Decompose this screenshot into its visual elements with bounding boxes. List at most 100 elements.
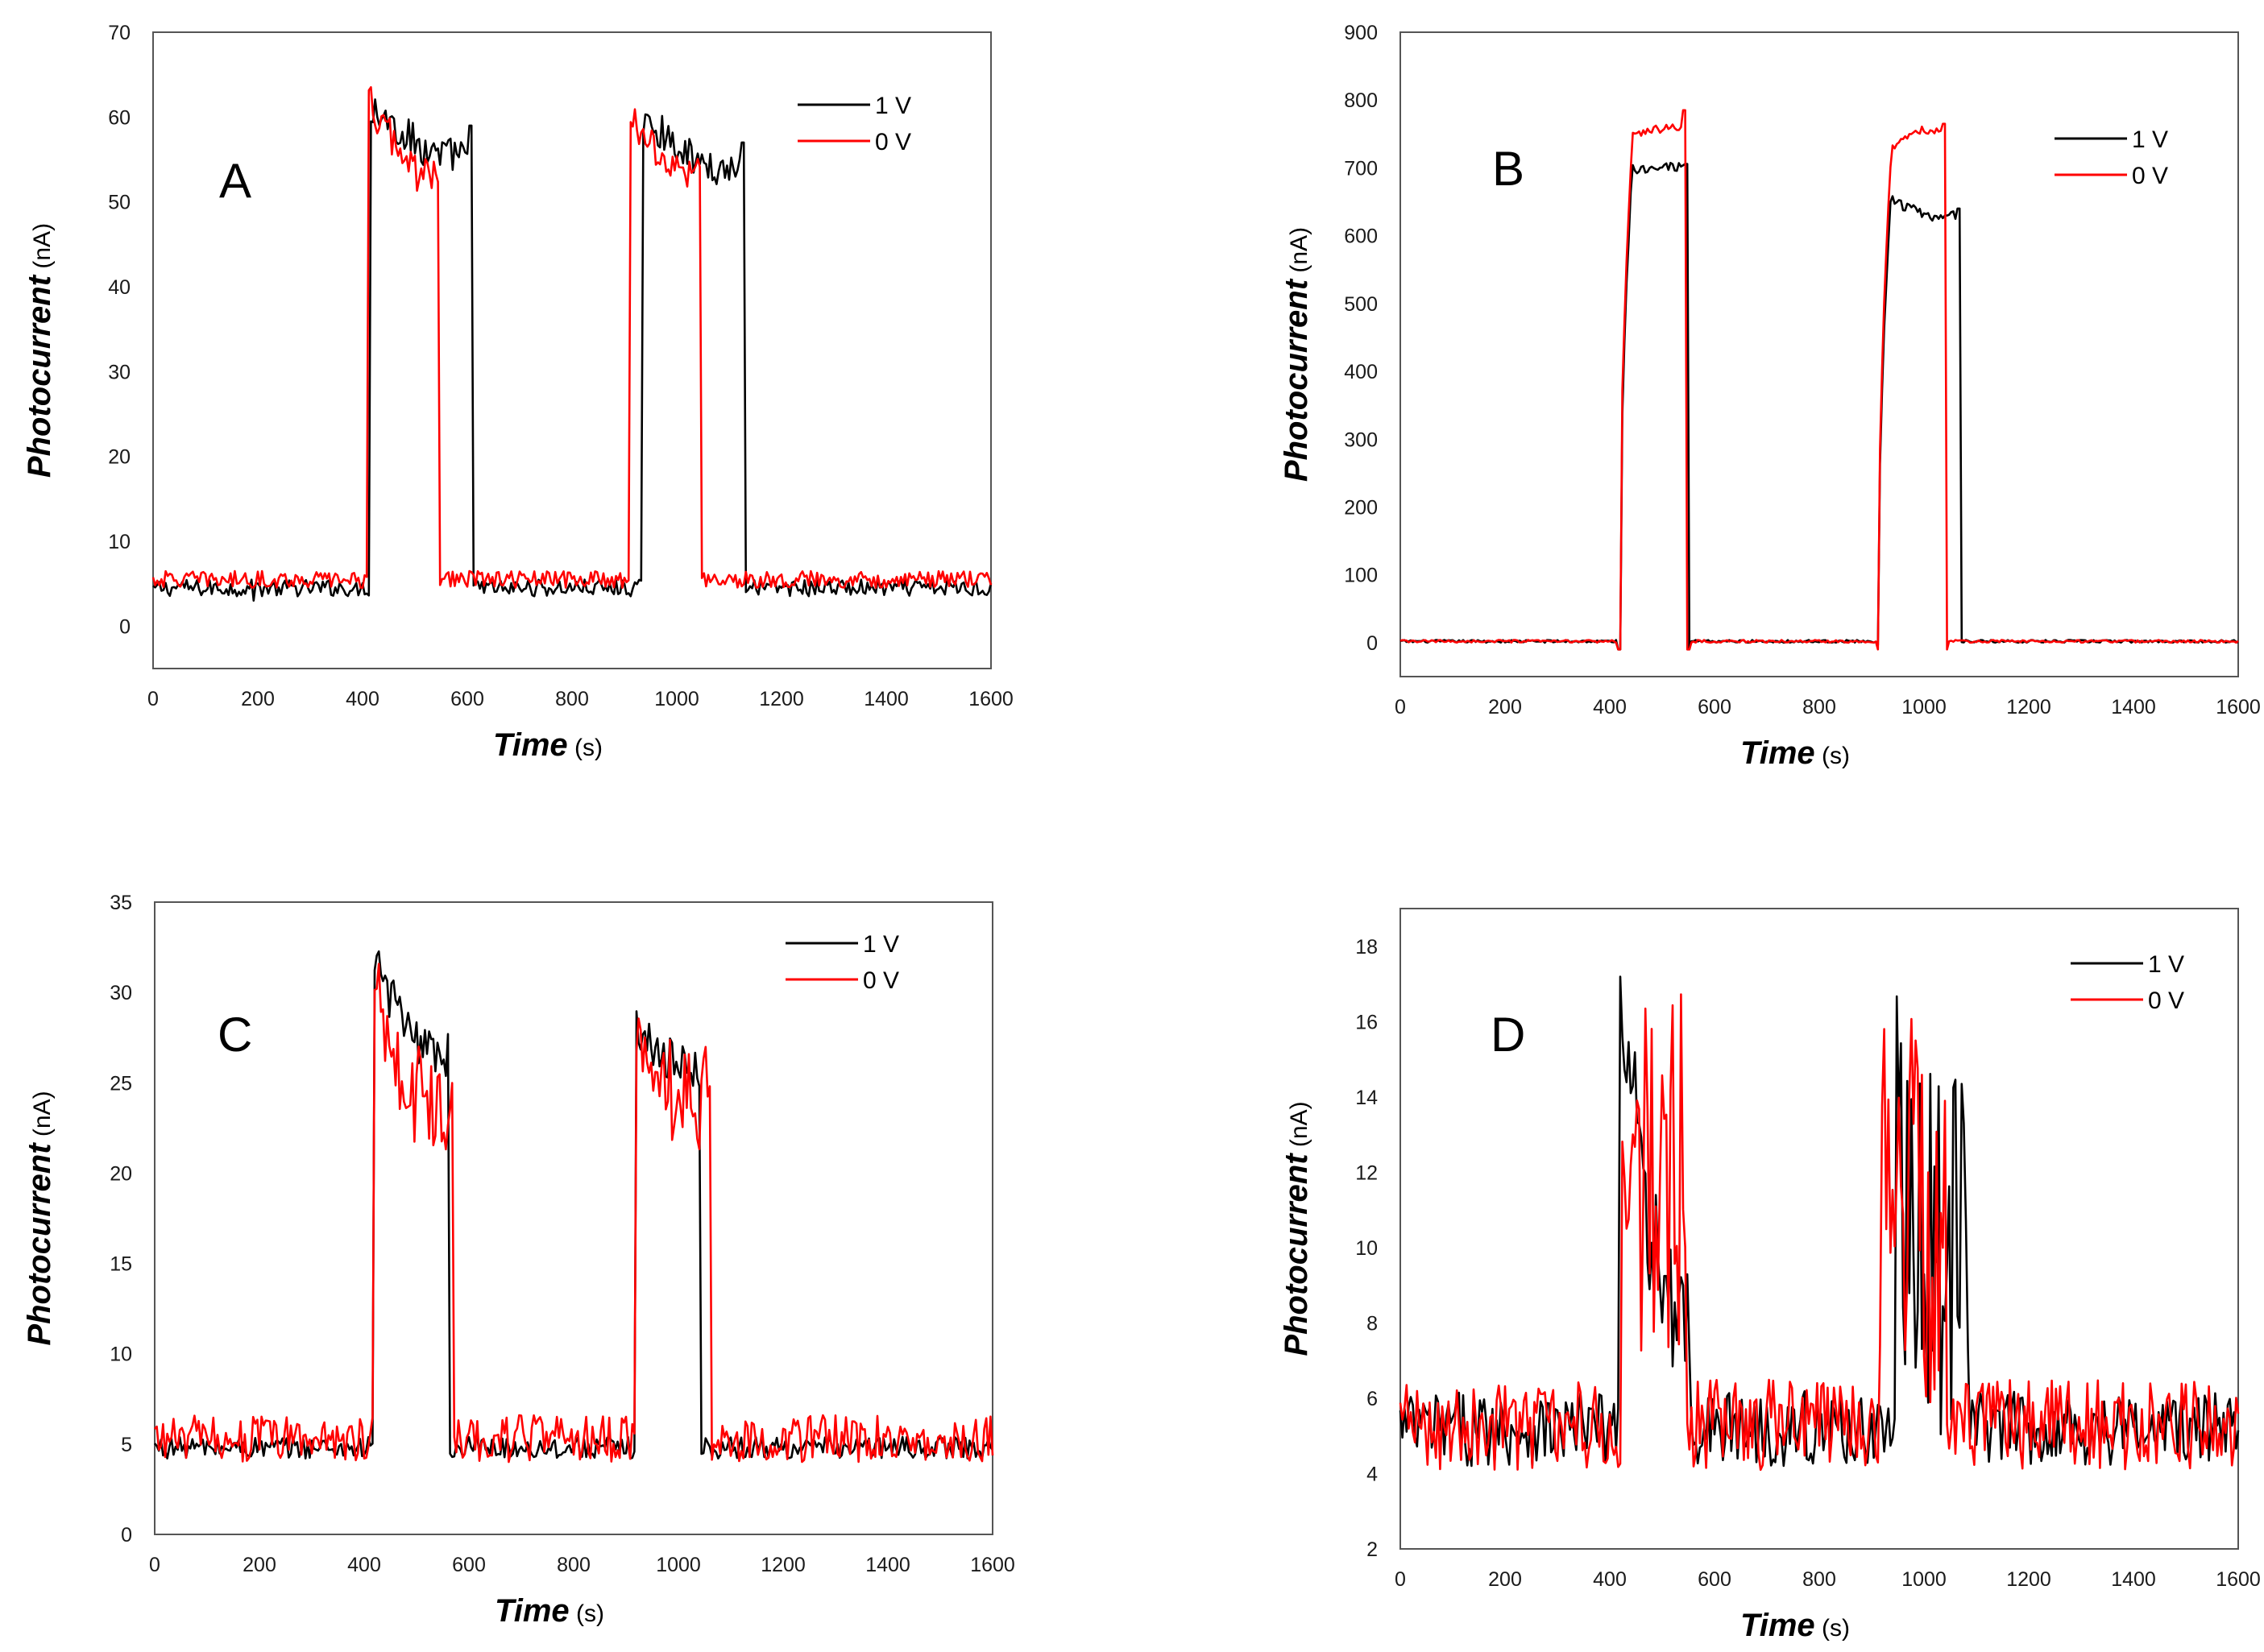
series-line-1v [152, 98, 993, 602]
x-tick-label: 800 [1802, 1568, 1836, 1591]
y-axis-title: Photocurrent (nA) [22, 223, 57, 478]
series-line-0v [151, 86, 993, 590]
y-axis-title: Photocurrent (nA) [22, 1091, 57, 1345]
x-tick-label: 600 [1698, 1568, 1731, 1591]
y-tick-label: 16 [1355, 1011, 1378, 1033]
x-tick-label: 1400 [864, 688, 909, 710]
chart-panel-c: 0 5 10 15 20 25 30 35 0 200 400 600 800 1000 1200 1400 1… [0, 870, 1132, 1652]
chart-panel-a: 0 10 20 30 40 50 60 70 0 200 400 600 800 1000 1200 1400… [0, 0, 1132, 805]
y-tick-label: 10 [108, 531, 131, 553]
y-axis-title: Photocurrent (nA) [1279, 1101, 1314, 1356]
y-tick-label: 15 [110, 1253, 132, 1276]
y-tick-label: 700 [1344, 157, 1378, 180]
y-tick-label: 0 [119, 615, 131, 638]
x-tick-label: 1200 [759, 688, 804, 710]
panel-letter: C [218, 1008, 252, 1062]
chart-c-svg: 0 5 10 15 20 25 30 35 0 200 400 600 800 1000 1200 1400 1… [22, 892, 1015, 1629]
x-tick-label: 200 [241, 688, 275, 710]
x-tick-label: 1600 [2216, 1568, 2261, 1591]
x-axis-title: Time (s) [1740, 735, 1850, 771]
x-axis-title: Time (s) [1740, 1608, 1850, 1643]
chart-b-svg: 0 100 200 300 400 500 600 700 800 900 0 200 400 600 80… [1279, 22, 2261, 771]
y-tick-label: 0 [1366, 632, 1378, 655]
legend-label: 0 V [2148, 987, 2184, 1014]
plot-frame [1399, 31, 2239, 677]
legend-label: 1 V [2132, 126, 2168, 153]
y-tick-label: 10 [110, 1344, 132, 1366]
legend-label: 0 V [875, 129, 911, 155]
x-tick-label: 200 [1488, 1568, 1522, 1591]
y-tick-label: 30 [110, 982, 132, 1004]
x-tick-label: 0 [147, 688, 159, 710]
plot-frame [152, 31, 992, 669]
chart-panel-d: 2 4 6 8 10 12 14 16 18 0 200 400 600 800 1000 1200 1400 1… [1257, 870, 2264, 1652]
y-tick-label: 900 [1344, 22, 1378, 44]
x-tick-label: 1400 [2111, 1568, 2156, 1591]
x-tick-label: 1000 [1901, 1568, 1947, 1591]
x-tick-label: 0 [1395, 1568, 1406, 1591]
x-tick-label: 1200 [2006, 696, 2051, 718]
x-axis-title: Time (s) [495, 1593, 604, 1629]
x-tick-label: 600 [1698, 696, 1731, 718]
legend-label: 0 V [863, 967, 899, 994]
y-tick-label: 4 [1366, 1463, 1378, 1485]
y-tick-label: 500 [1344, 293, 1378, 316]
x-tick-label: 1600 [970, 1554, 1015, 1576]
x-tick-label: 1000 [654, 688, 699, 710]
x-tick-label: 600 [450, 688, 484, 710]
panel-letter: B [1492, 142, 1524, 196]
y-tick-label: 200 [1344, 496, 1378, 519]
plot-frame [1399, 908, 2239, 1550]
x-tick-label: 0 [149, 1554, 160, 1576]
y-tick-label: 300 [1344, 429, 1378, 451]
y-axis-title: Photocurrent (nA) [1279, 227, 1314, 482]
legend-label: 0 V [2132, 163, 2168, 189]
x-tick-label: 400 [346, 688, 379, 710]
y-tick-label: 600 [1344, 226, 1378, 248]
chart-panel-b: 0 100 200 300 400 500 600 700 800 900 0 200 400 600 80… [1257, 0, 2264, 805]
x-tick-label: 400 [1593, 1568, 1627, 1591]
panel-letter: D [1491, 1008, 1525, 1062]
y-tick-label: 18 [1355, 936, 1378, 958]
y-tick-label: 800 [1344, 89, 1378, 112]
y-tick-label: 14 [1355, 1087, 1378, 1109]
y-tick-label: 35 [110, 892, 132, 914]
y-tick-label: 12 [1355, 1161, 1378, 1184]
chart-d-svg: 2 4 6 8 10 12 14 16 18 0 200 400 600 800 1000 1200 1400 1… [1279, 908, 2261, 1643]
y-tick-label: 20 [108, 446, 131, 469]
x-tick-label: 1200 [761, 1554, 806, 1576]
panel-letter: A [219, 154, 251, 208]
y-tick-label: 30 [108, 361, 131, 383]
y-tick-label: 50 [108, 192, 131, 214]
y-tick-label: 25 [110, 1072, 132, 1095]
y-tick-label: 40 [108, 276, 131, 299]
x-tick-label: 200 [1488, 696, 1522, 718]
x-tick-label: 800 [1802, 696, 1836, 718]
y-tick-label: 60 [108, 106, 131, 129]
series-line-1v [1399, 161, 2239, 651]
legend-label: 1 V [875, 93, 911, 119]
y-tick-label: 6 [1366, 1388, 1378, 1410]
series-line-0v [1399, 109, 2239, 651]
x-tick-label: 800 [555, 688, 589, 710]
x-tick-label: 1000 [656, 1554, 701, 1576]
x-tick-label: 1000 [1901, 696, 1947, 718]
series-line-0v [1399, 993, 2240, 1472]
x-tick-label: 200 [243, 1554, 276, 1576]
series-line-1v [153, 950, 994, 1459]
legend-label: 1 V [863, 931, 899, 958]
chart-a-svg: 0 10 20 30 40 50 60 70 0 200 400 600 800 1000 1200 1400… [22, 22, 1014, 763]
y-tick-label: 70 [108, 22, 131, 44]
y-tick-label: 8 [1366, 1312, 1378, 1335]
y-tick-label: 5 [121, 1434, 132, 1456]
x-tick-label: 400 [1593, 696, 1627, 718]
x-tick-label: 1600 [968, 688, 1014, 710]
y-tick-label: 10 [1355, 1237, 1378, 1260]
y-tick-label: 2 [1366, 1538, 1378, 1561]
x-tick-label: 0 [1395, 696, 1406, 718]
x-tick-label: 1400 [865, 1554, 910, 1576]
y-tick-label: 400 [1344, 361, 1378, 383]
y-tick-label: 0 [121, 1524, 132, 1546]
x-tick-label: 1600 [2216, 696, 2261, 718]
y-tick-label: 100 [1344, 565, 1378, 587]
